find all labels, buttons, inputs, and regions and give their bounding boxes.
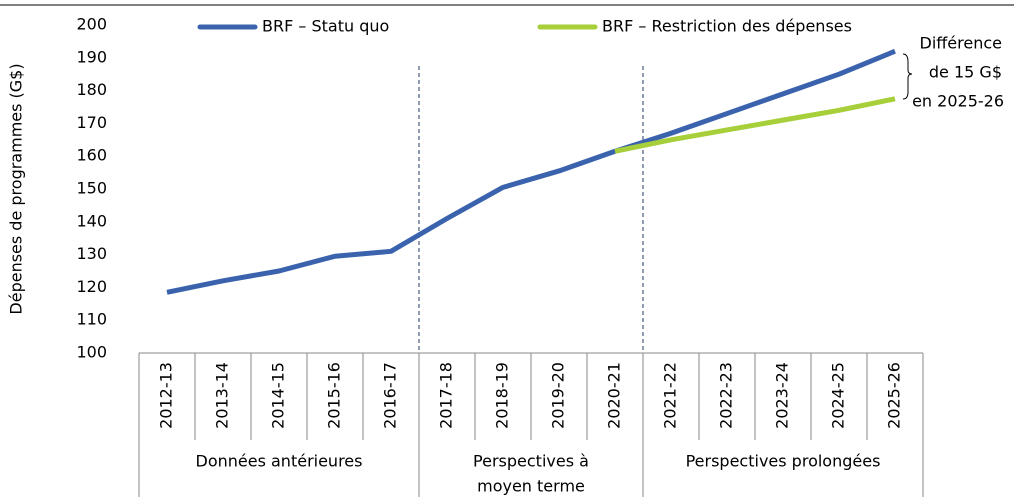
y-tick-label: 200: [76, 15, 107, 34]
y-tick-label: 150: [76, 179, 107, 198]
x-tick-label: 2014-15: [269, 362, 288, 429]
group-label: Perspectives prolongées: [686, 452, 881, 471]
x-tick-label: 2025-26: [885, 362, 904, 429]
y-tick-label: 110: [76, 310, 107, 329]
annotation: de 15 G$: [929, 63, 1002, 82]
group-label: Perspectives à: [473, 452, 589, 471]
brace: [902, 53, 913, 100]
y-tick-label: 120: [76, 277, 107, 296]
x-tick-label: 2018-19: [493, 362, 512, 429]
y-tick-label: 170: [76, 113, 107, 132]
y-tick-label: 180: [76, 80, 107, 99]
group-label: Données antérieures: [196, 452, 363, 471]
x-tick-label: 2021-22: [661, 362, 680, 429]
series-line: [166, 48, 896, 295]
x-tick-label: 2022-23: [717, 362, 736, 429]
legend-label: BRF – Statu quo: [262, 17, 389, 36]
x-tick-label: 2016-17: [381, 362, 400, 429]
series-line: [614, 96, 896, 154]
y-tick-label: 160: [76, 146, 107, 165]
group-label: moyen terme: [477, 477, 585, 496]
y-tick-label: 130: [76, 244, 107, 263]
x-tick-label: 2013-14: [213, 362, 232, 429]
y-tick-label: 190: [76, 47, 107, 66]
y-tick-label: 100: [76, 343, 107, 362]
annotation: Différence: [920, 34, 1002, 53]
x-tick-label: 2024-25: [829, 362, 848, 429]
x-tick-label: 2015-16: [325, 362, 344, 429]
x-tick-label: 2020-21: [605, 362, 624, 429]
y-axis-label: Dépenses de programmes (G$): [7, 63, 26, 314]
x-tick-label: 2023-24: [773, 362, 792, 429]
x-tick-label: 2019-20: [549, 362, 568, 429]
y-tick-label: 140: [76, 211, 107, 230]
x-tick-label: 2012-13: [157, 362, 176, 429]
x-tick-label: 2017-18: [437, 362, 456, 429]
legend-label: BRF – Restriction des dépenses: [602, 17, 852, 36]
annotation: en 2025-26: [912, 92, 1004, 111]
